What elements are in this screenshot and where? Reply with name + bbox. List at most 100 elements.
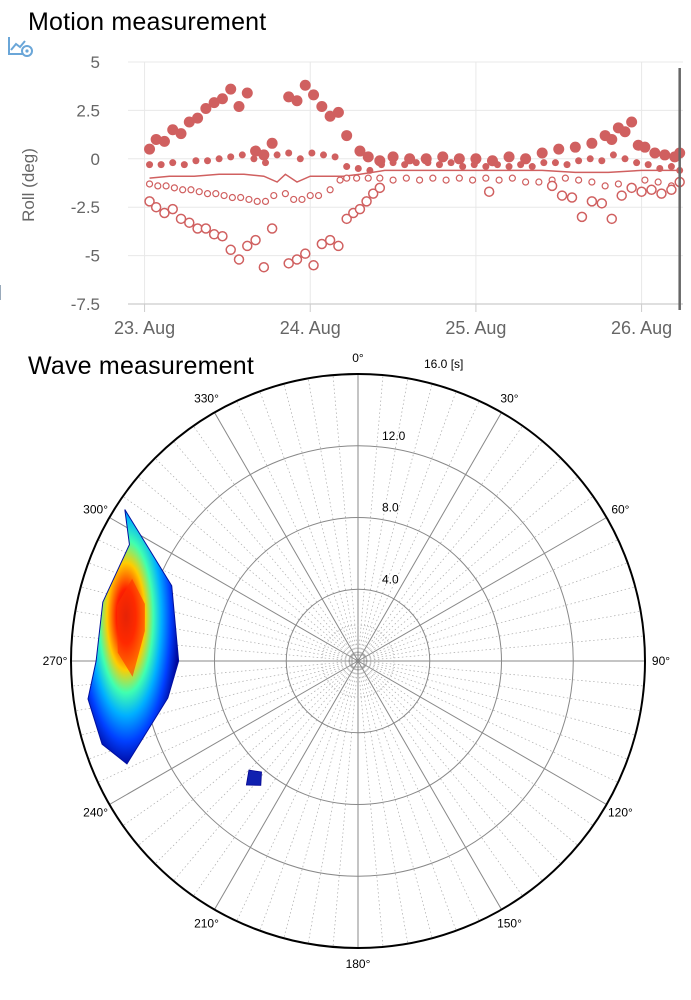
- point-large-filled: [144, 143, 156, 155]
- point-small-open: [270, 191, 278, 200]
- point-small-filled: [609, 151, 617, 159]
- point-small-filled: [633, 159, 641, 167]
- point-small-open: [220, 191, 228, 200]
- ring-label: 12.0: [382, 429, 406, 443]
- point-large-filled: [626, 116, 638, 128]
- point-small-filled: [540, 159, 548, 167]
- point-small-filled: [319, 151, 327, 159]
- point-small-filled: [575, 157, 583, 165]
- point-large-open: [242, 240, 253, 252]
- polar-labels: 0° 30° 60° 90° 120° 150° 180° 210° 240° 270° 300° 3…: [43, 351, 671, 971]
- point-large-filled: [308, 89, 320, 101]
- x-tick-label: 25. Aug: [445, 318, 506, 338]
- point-small-filled: [424, 159, 432, 167]
- point-large-filled: [553, 143, 565, 155]
- point-small-filled: [354, 164, 362, 172]
- point-small-open: [429, 174, 437, 182]
- point-large-open: [354, 203, 366, 215]
- point-small-filled: [644, 161, 652, 169]
- point-large-open: [546, 180, 558, 192]
- point-small-open: [442, 176, 450, 184]
- point-large-open: [341, 213, 352, 225]
- point-large-open: [167, 203, 178, 215]
- point-large-filled: [266, 137, 278, 149]
- point-small-filled: [285, 149, 293, 157]
- point-small-filled: [563, 161, 571, 169]
- point-large-open: [200, 223, 212, 234]
- point-large-filled: [404, 153, 416, 165]
- motion-title: Motion measurement: [28, 8, 267, 36]
- point-large-open: [566, 192, 578, 203]
- point-small-open: [561, 174, 569, 182]
- point-large-open: [556, 190, 568, 201]
- point-large-open: [606, 213, 618, 225]
- point-small-open: [614, 180, 622, 188]
- point-large-filled: [606, 133, 618, 145]
- point-small-open: [468, 176, 477, 184]
- point-large-open: [291, 254, 303, 265]
- point-small-open: [162, 182, 170, 190]
- point-small-open: [228, 193, 236, 202]
- point-small-open: [314, 191, 323, 200]
- chart-settings-icon[interactable]: [8, 37, 33, 57]
- point-small-open: [495, 176, 503, 184]
- y-axis-label: Roll (deg): [19, 148, 38, 222]
- direction-label: 300°: [83, 503, 108, 517]
- point-large-filled: [362, 151, 374, 163]
- point-large-open: [586, 196, 598, 207]
- point-large-filled: [208, 97, 220, 109]
- y-tick-label: 2.5: [76, 101, 100, 120]
- point-small-filled: [667, 163, 675, 171]
- point-large-filled: [183, 116, 195, 128]
- point-large-open: [616, 190, 627, 201]
- point-small-filled: [598, 157, 606, 165]
- point-small-open: [654, 178, 662, 186]
- point-large-filled: [354, 145, 366, 157]
- x-tick-label: 23. Aug: [114, 318, 175, 338]
- point-small-filled: [192, 157, 200, 165]
- point-small-open: [290, 195, 298, 204]
- point-small-open: [245, 195, 253, 204]
- point-small-filled: [157, 161, 165, 169]
- point-small-filled: [180, 161, 188, 169]
- point-large-filled: [341, 130, 353, 142]
- point-large-filled: [175, 128, 187, 140]
- ring-label: 8.0: [382, 501, 399, 515]
- point-large-open: [316, 238, 328, 250]
- point-small-open: [588, 178, 596, 186]
- point-small-filled: [169, 159, 177, 167]
- point-large-open: [150, 201, 162, 213]
- point-large-open: [144, 196, 155, 207]
- direction-label: 120°: [608, 806, 633, 820]
- point-large-open: [308, 260, 319, 271]
- point-small-open: [237, 193, 245, 202]
- direction-label: 150°: [497, 916, 522, 930]
- polar-outer-ring: [70, 373, 646, 949]
- point-large-open: [225, 244, 236, 256]
- point-small-open: [179, 186, 187, 194]
- point-large-filled: [649, 147, 661, 159]
- point-small-filled: [551, 159, 559, 167]
- point-small-open: [376, 174, 384, 182]
- point-small-filled: [227, 153, 235, 161]
- point-large-filled: [520, 153, 532, 165]
- point-large-filled: [225, 83, 237, 95]
- point-small-filled: [586, 155, 594, 163]
- point-small-filled: [505, 163, 513, 171]
- point-small-filled: [331, 153, 339, 161]
- point-large-open: [184, 217, 195, 228]
- point-small-filled: [389, 159, 397, 167]
- point-large-open: [666, 184, 677, 196]
- point-large-filled: [167, 124, 179, 136]
- point-small-open: [482, 174, 490, 182]
- point-small-open: [522, 178, 530, 186]
- point-small-open: [415, 176, 424, 184]
- heat-blob-small: [245, 769, 262, 786]
- direction-label: 210°: [194, 916, 219, 930]
- point-large-filled: [299, 79, 311, 91]
- point-large-open: [300, 248, 311, 259]
- x-tick-label: 26. Aug: [611, 318, 672, 338]
- x-tick-label: 24. Aug: [280, 318, 341, 338]
- point-large-open: [233, 254, 245, 265]
- point-small-filled: [146, 161, 154, 169]
